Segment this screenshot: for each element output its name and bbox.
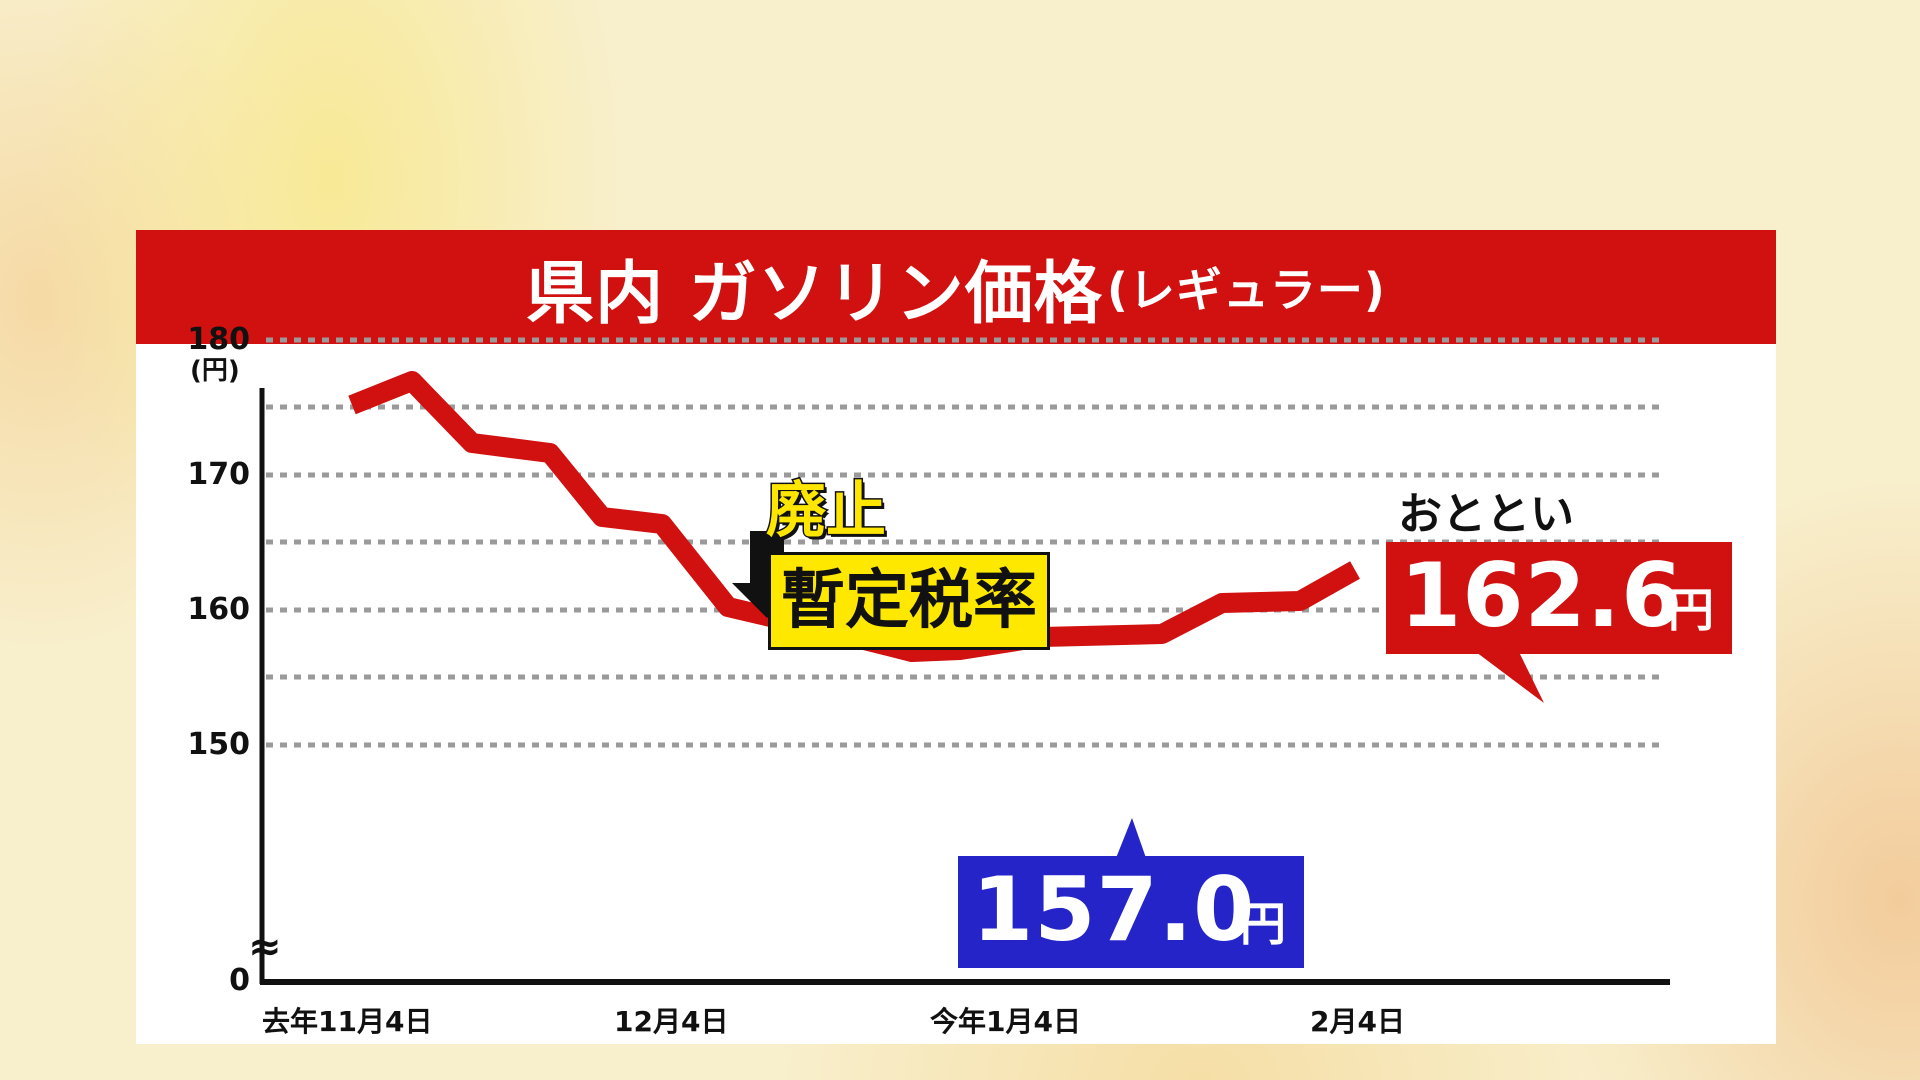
callout-tail-min <box>1116 818 1146 858</box>
min-price-callout: 157.0 円 <box>958 856 1304 968</box>
abolish-label: 廃止 <box>765 475 888 548</box>
line-chart: ≈ <box>248 337 1670 985</box>
latest-price-value: 162.6 <box>1400 544 1684 647</box>
chart-title: 県内 ガソリン価格 <box>526 254 1103 334</box>
chart-title-bar: 県内 ガソリン価格 (レギュラー) <box>136 230 1776 344</box>
x-tick-dec4: 12月4日 <box>614 1005 729 1038</box>
min-price-value: 157.0 <box>972 858 1256 961</box>
chart-panel: 県内 ガソリン価格 (レギュラー) ≈ (円) 1 <box>136 230 1776 1044</box>
x-tick-feb4: 2月4日 <box>1310 1005 1405 1038</box>
y-tick-160: 160 <box>187 592 250 627</box>
y-tick-0: 0 <box>229 963 250 998</box>
min-price-unit: 円 <box>1240 897 1286 951</box>
y-tick-170: 170 <box>187 457 250 492</box>
x-tick-jan4: 今年1月4日 <box>930 1005 1081 1038</box>
callout-tail-latest <box>1476 652 1544 703</box>
y-axis-unit-label: (円) <box>190 356 240 386</box>
x-tick-nov4: 去年11月4日 <box>262 1005 433 1038</box>
chart-subtitle: (レギュラー) <box>1106 263 1386 317</box>
provisional-tax-label: 暫定税率 <box>768 552 1050 650</box>
latest-price-unit: 円 <box>1668 583 1714 637</box>
day-before-yesterday-label: おととい <box>1398 489 1574 540</box>
y-tick-150: 150 <box>187 727 250 762</box>
axis-break-icon: ≈ <box>248 924 282 970</box>
latest-price-callout: 162.6 円 <box>1386 542 1732 654</box>
y-tick-180: 180 <box>187 322 250 357</box>
